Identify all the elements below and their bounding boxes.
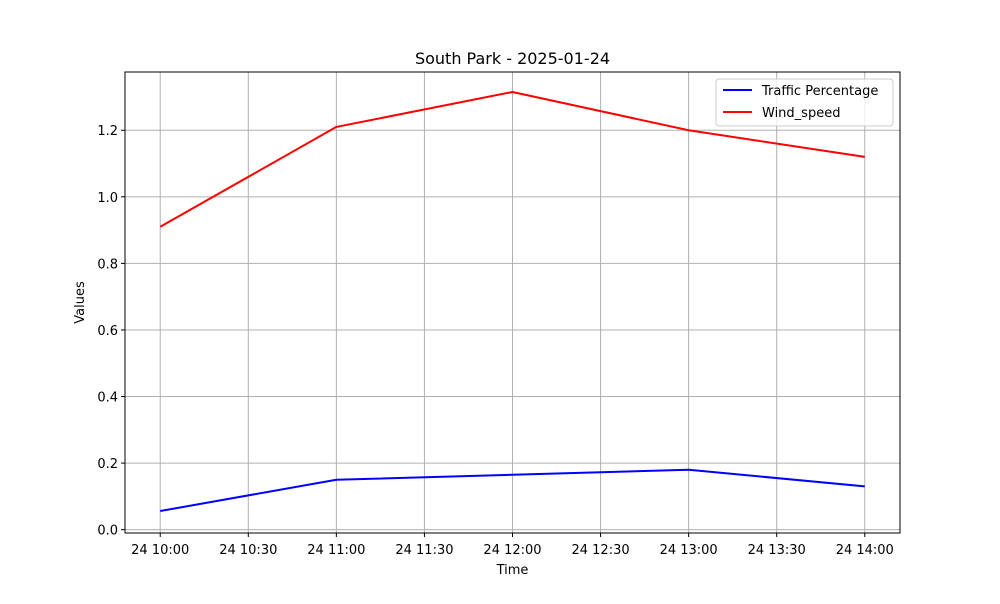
series-line-traffic-percentage bbox=[160, 468, 865, 513]
x-axis-title: Time bbox=[496, 563, 529, 578]
x-tick-label: 24 10:00 bbox=[131, 543, 189, 558]
ticks-layer: 24 10:00 24 10:30 24 11:00 24 11:30 24 12:00… bbox=[97, 124, 894, 558]
legend: Traffic Percentage Wind_speed bbox=[715, 78, 894, 127]
y-tick-label: 0.2 bbox=[97, 457, 118, 472]
y-tick-label: 1.2 bbox=[97, 124, 118, 139]
y-axis-title: Values bbox=[73, 281, 88, 324]
legend-box bbox=[715, 78, 894, 127]
x-tick-label: 24 11:00 bbox=[307, 543, 365, 558]
x-tick-label: 24 12:30 bbox=[571, 543, 629, 558]
y-tick-label: 0.4 bbox=[97, 391, 118, 406]
x-tick-label: 24 11:30 bbox=[395, 543, 453, 558]
legend-label-traffic-percentage: Traffic Percentage bbox=[761, 84, 878, 99]
x-tick-label: 24 12:00 bbox=[483, 543, 541, 558]
series-line-wind-speed bbox=[159, 90, 865, 228]
x-tick-label: 24 13:00 bbox=[660, 543, 718, 558]
y-tick-label: 1.0 bbox=[97, 191, 118, 206]
x-tick-label: 24 14:00 bbox=[836, 543, 894, 558]
chart-title: South Park - 2025-01-24 bbox=[415, 49, 610, 68]
x-tick-label: 24 13:30 bbox=[748, 543, 806, 558]
x-tick-label: 24 10:30 bbox=[219, 543, 277, 558]
series-layer bbox=[159, 90, 865, 513]
y-tick-label: 0.0 bbox=[97, 524, 118, 539]
grid-layer bbox=[125, 72, 900, 533]
y-tick-label: 0.6 bbox=[97, 324, 118, 339]
legend-label-wind-speed: Wind_speed bbox=[762, 106, 840, 121]
y-tick-label: 0.8 bbox=[97, 257, 118, 272]
